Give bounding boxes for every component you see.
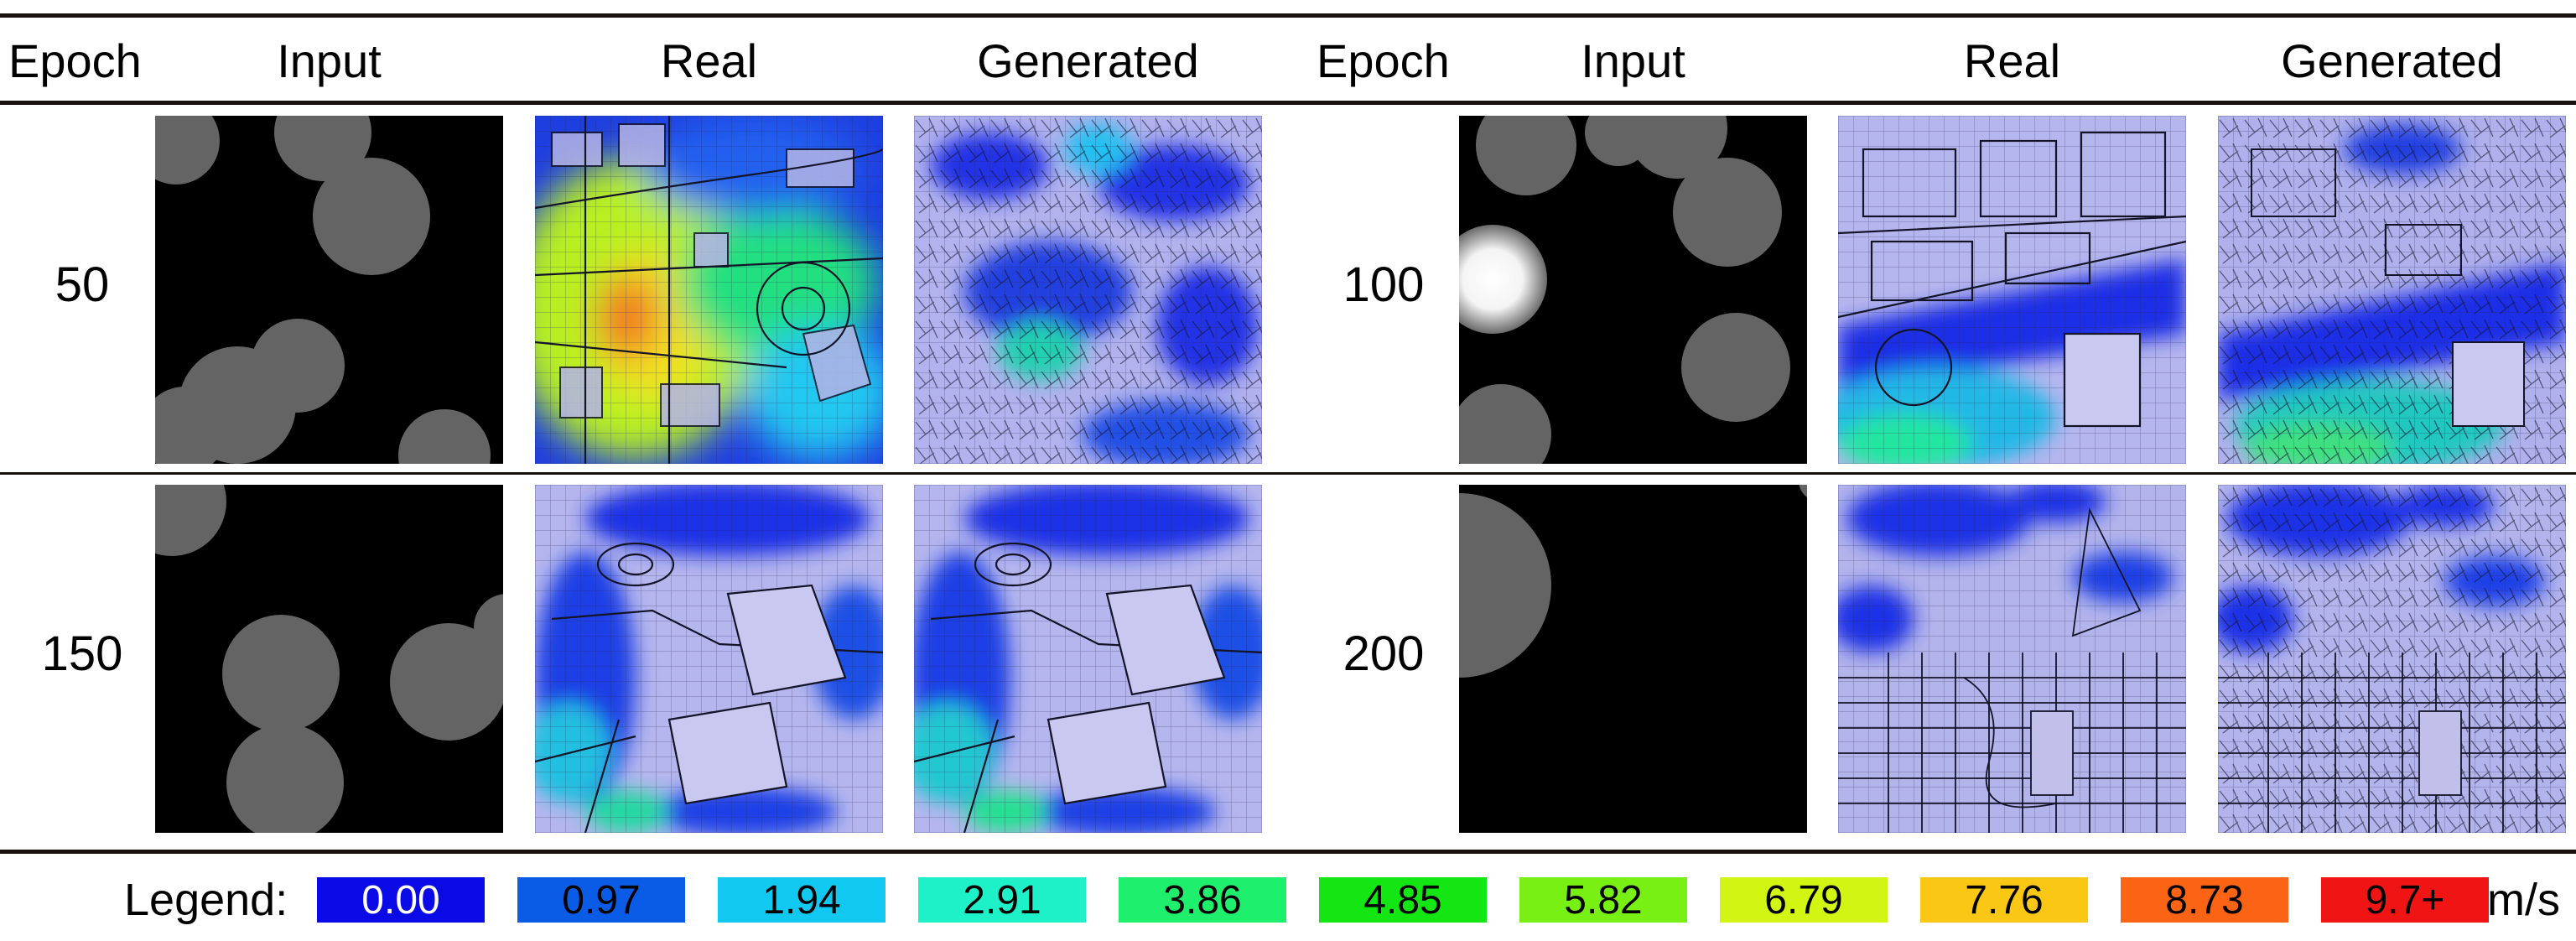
input-image-epoch-50 — [155, 116, 503, 464]
header-generated-left: Generated — [977, 34, 1199, 87]
header-real-left: Real — [660, 34, 758, 87]
bottom-rule — [0, 850, 2576, 854]
legend-swatch-9: 8.73 — [2121, 877, 2288, 923]
input-image-epoch-150 — [155, 485, 503, 833]
legend-unit: m/s — [2487, 875, 2560, 925]
legend-swatch-3: 2.91 — [918, 877, 1086, 923]
real-image-epoch-100 — [1838, 116, 2186, 464]
legend-swatch-1: 0.97 — [517, 877, 685, 923]
real-image-epoch-50 — [535, 116, 883, 464]
header-rule — [0, 101, 2576, 105]
real-image-epoch-200 — [1838, 485, 2186, 833]
legend-swatch-8: 7.76 — [1920, 877, 2088, 923]
input-image-epoch-100 — [1459, 116, 1807, 464]
generated-image-epoch-50 — [914, 116, 1262, 464]
header-generated-right: Generated — [2281, 34, 2503, 87]
legend-swatch-4: 3.86 — [1119, 877, 1286, 923]
real-image-epoch-150 — [535, 485, 883, 833]
legend-swatch-10: 9.7+ — [2321, 877, 2489, 923]
row-divider — [0, 472, 2576, 475]
generated-image-epoch-200 — [2218, 485, 2566, 833]
epoch-label-100: 100 — [1343, 257, 1425, 312]
header-input-right: Input — [1581, 34, 1685, 87]
legend-swatch-7: 6.79 — [1720, 877, 1888, 923]
legend-label: Legend: — [124, 875, 288, 925]
top-rule — [0, 13, 2576, 18]
epoch-label-150: 150 — [41, 626, 123, 681]
legend-swatch-2: 1.94 — [718, 877, 886, 923]
generated-image-epoch-150 — [914, 485, 1262, 833]
legend-swatch-6: 5.82 — [1519, 877, 1687, 923]
header-epoch-left: Epoch — [8, 34, 142, 87]
epoch-label-200: 200 — [1343, 626, 1425, 681]
input-image-epoch-200 — [1459, 485, 1807, 833]
legend-swatch-5: 4.85 — [1319, 877, 1487, 923]
header-epoch-right: Epoch — [1317, 34, 1450, 87]
header-real-right: Real — [1963, 34, 2061, 87]
legend-swatch-0: 0.00 — [317, 877, 485, 923]
header-input-left: Input — [277, 34, 382, 87]
epoch-label-50: 50 — [55, 257, 110, 312]
generated-image-epoch-100 — [2218, 116, 2566, 464]
